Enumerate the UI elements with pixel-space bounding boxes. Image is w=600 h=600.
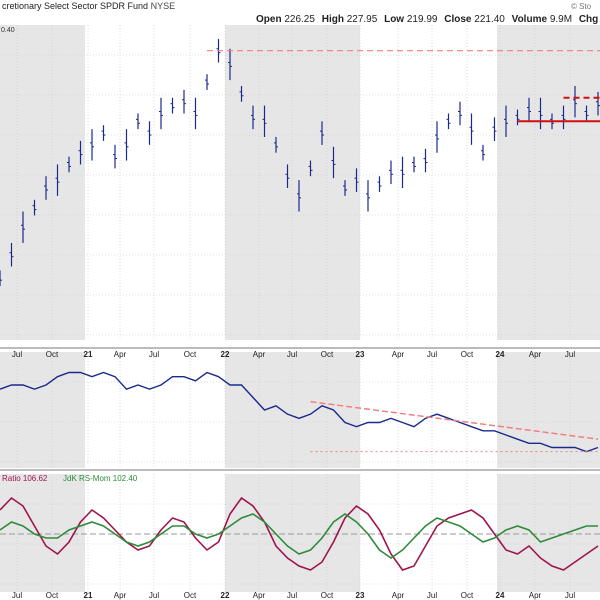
x-tick-label: Jul: [287, 591, 297, 600]
x-tick-label: Apr: [529, 350, 542, 359]
x-axis-mom: Jul Oct 21 Apr Jul Oct 22 Apr Jul Oct 23 Apr Jul Oct 2…: [12, 591, 575, 600]
x-tick-label: Jul: [565, 350, 575, 359]
rs-trendline: [310, 400, 599, 440]
rs-momentum-line: [0, 513, 598, 559]
x-tick-label: Oct: [184, 591, 197, 600]
x-tick-label: Oct: [321, 591, 334, 600]
chart-title: cretionary Select Sector SPDR Fund NYSE: [2, 1, 175, 11]
x-tick-label: Jul: [12, 591, 22, 600]
ohlc-readout: Open 226.25 High 227.95 Low 219.99 Close…: [256, 14, 600, 25]
x-tick-label: Jul: [427, 350, 437, 359]
year-shade-band: [497, 352, 600, 468]
x-tick-label: 21: [84, 350, 93, 359]
x-tick-label: 22: [221, 591, 230, 600]
x-tick-label: Apr: [392, 591, 405, 600]
year-shade-band: [0, 352, 85, 468]
year-shade-band: [225, 474, 360, 592]
watermark: © Sto: [571, 2, 592, 11]
date-shading: [0, 25, 600, 592]
x-tick-label: Oct: [184, 350, 197, 359]
year-shade-band: [0, 474, 85, 592]
x-tick-label: Jul: [149, 591, 159, 600]
rs-legend-mom: JdK RS-Mom 102.40: [63, 474, 138, 483]
x-tick-label: 22: [221, 350, 230, 359]
corner-value: 0.40: [1, 27, 15, 34]
x-tick-label: Jul: [12, 350, 22, 359]
rs-ratio-line: [0, 371, 599, 453]
x-axis-price: Jul Oct 21 Apr Jul Oct 22 Apr Jul Oct 23 Apr Jul Oct 2…: [12, 350, 575, 359]
price-panel: [0, 38, 600, 287]
x-tick-label: Oct: [46, 591, 59, 600]
year-shade-band: [497, 25, 600, 340]
x-tick-label: Oct: [461, 591, 474, 600]
x-tick-label: Oct: [46, 350, 59, 359]
x-tick-label: 21: [84, 591, 93, 600]
gridlines: [0, 25, 600, 592]
x-tick-label: Apr: [114, 350, 127, 359]
x-tick-label: Jul: [149, 350, 159, 359]
x-tick-label: Apr: [392, 350, 405, 359]
x-tick-label: Apr: [114, 591, 127, 600]
x-tick-label: 23: [356, 591, 365, 600]
x-tick-label: Jul: [565, 591, 575, 600]
x-tick-label: Apr: [529, 591, 542, 600]
year-shade-band: [225, 352, 360, 468]
x-tick-label: Oct: [321, 350, 334, 359]
year-shade-band: [225, 25, 360, 340]
rs-ratio-panel: [0, 371, 599, 453]
x-tick-label: 24: [496, 591, 505, 600]
x-tick-label: 23: [356, 350, 365, 359]
x-tick-label: Apr: [253, 591, 266, 600]
rs-momentum-panel: [0, 496, 600, 571]
year-shade-band: [0, 25, 85, 340]
x-tick-label: Jul: [287, 350, 297, 359]
rs-ratio-momentum-line: [0, 496, 599, 571]
year-shade-band: [497, 474, 600, 592]
rs-legend-ratio: Ratio 106.62: [2, 474, 48, 483]
x-tick-label: 24: [496, 350, 505, 359]
x-tick-label: Apr: [253, 350, 266, 359]
x-tick-label: Oct: [461, 350, 474, 359]
x-tick-label: Jul: [427, 591, 437, 600]
